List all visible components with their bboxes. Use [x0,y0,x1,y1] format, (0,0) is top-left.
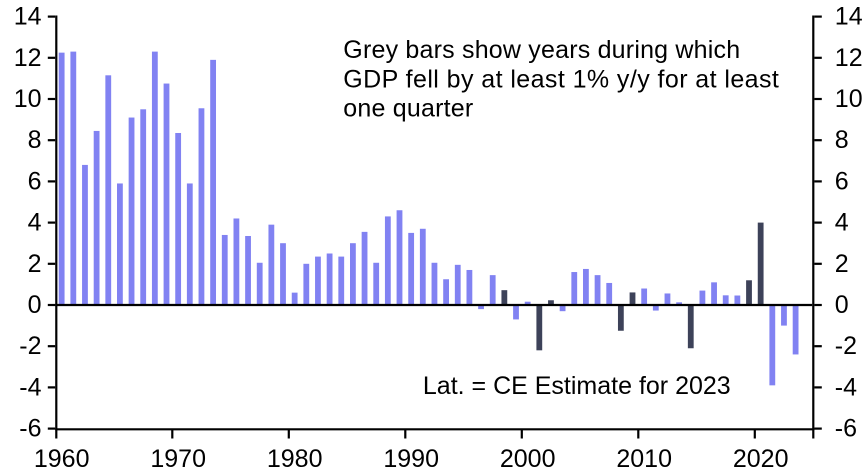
svg-text:6: 6 [835,167,849,195]
svg-text:-2: -2 [19,332,41,360]
svg-text:one quarter: one quarter [343,94,473,122]
svg-text:1960: 1960 [34,445,90,473]
svg-text:-2: -2 [835,332,857,360]
svg-text:12: 12 [14,44,42,72]
svg-text:1980: 1980 [267,445,323,473]
svg-text:0: 0 [28,291,42,319]
svg-text:-4: -4 [19,373,41,401]
svg-text:12: 12 [835,44,863,72]
svg-text:4: 4 [28,209,42,237]
svg-text:-6: -6 [19,415,41,443]
svg-text:Grey bars show years during wh: Grey bars show years during which [343,36,740,64]
svg-text:2: 2 [28,250,42,278]
svg-text:2020: 2020 [733,445,789,473]
svg-text:-4: -4 [835,373,857,401]
svg-text:1970: 1970 [150,445,206,473]
svg-text:8: 8 [835,126,849,154]
svg-text:-6: -6 [835,415,857,443]
svg-text:14: 14 [14,3,42,31]
svg-text:8: 8 [28,126,42,154]
svg-text:Lat. = CE Estimate for 2023: Lat. = CE Estimate for 2023 [423,372,731,400]
svg-text:0: 0 [835,291,849,319]
svg-text:10: 10 [14,85,42,113]
svg-text:6: 6 [28,167,42,195]
svg-text:2: 2 [835,250,849,278]
svg-text:GDP fell by at least 1% y/y fo: GDP fell by at least 1% y/y for at least [343,65,779,93]
svg-text:4: 4 [835,209,849,237]
svg-text:2000: 2000 [500,445,556,473]
svg-text:14: 14 [835,3,863,31]
svg-text:2010: 2010 [616,445,672,473]
svg-text:10: 10 [835,85,863,113]
svg-text:1990: 1990 [383,445,439,473]
